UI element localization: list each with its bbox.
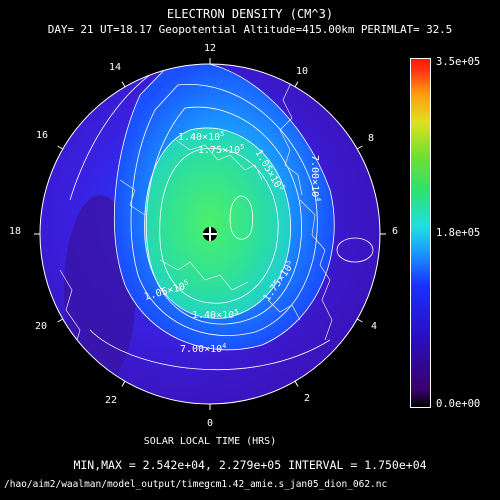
hour-label-16: 16 [35, 130, 49, 141]
local-time-tick [356, 145, 363, 150]
local-time-tick [294, 380, 299, 387]
density-peak-region [144, 127, 291, 319]
hour-label-18: 18 [8, 226, 22, 237]
hour-label-12: 12 [203, 43, 217, 54]
coastlines [59, 69, 333, 351]
hour-label-14: 14 [108, 62, 122, 73]
hour-label-22: 22 [104, 395, 118, 406]
local-time-tick [121, 81, 126, 88]
north-pole-marker [203, 227, 217, 241]
colorbar-min-label: 0.0e+00 [436, 398, 481, 410]
file-path: /hao/aim2/waalman/model_output/timegcm1.… [4, 479, 388, 490]
hour-label-20: 20 [34, 321, 48, 332]
hour-label-2: 2 [303, 393, 311, 404]
local-time-tick [294, 81, 299, 88]
density-contours [69, 64, 374, 371]
local-time-tick [121, 380, 126, 387]
colorbar-mid-label: 1.8e+05 [436, 227, 481, 239]
colorbar [410, 58, 431, 408]
hour-label-4: 4 [370, 321, 378, 332]
contour-label: 7.00×104 [309, 155, 322, 201]
hour-label-8: 8 [367, 133, 375, 144]
minmax-info: MIN,MAX = 2.542e+04, 2.279e+05 INTERVAL … [73, 458, 427, 472]
contour-label: 1.40×105 [192, 308, 238, 321]
local-time-ticks [34, 58, 386, 410]
contour-label: 7.00×104 [180, 342, 226, 355]
contour-label: 1.40×105 [178, 130, 224, 143]
colorbar-max-label: 3.5e+05 [436, 56, 481, 68]
local-time-tick [57, 145, 64, 150]
local-time-tick [57, 318, 64, 323]
x-axis-label: SOLAR LOCAL TIME (HRS) [143, 436, 277, 447]
hour-label-10: 10 [295, 66, 309, 77]
local-time-tick [356, 318, 363, 323]
hour-label-6: 6 [391, 226, 399, 237]
chart-subtitle: DAY= 21 UT=18.17 Geopotential Altitude=4… [47, 23, 453, 36]
contour-label: 1.75×105 [198, 143, 244, 156]
hour-label-0: 0 [206, 418, 214, 429]
chart-title: ELECTRON DENSITY (CM^3) [166, 7, 334, 21]
